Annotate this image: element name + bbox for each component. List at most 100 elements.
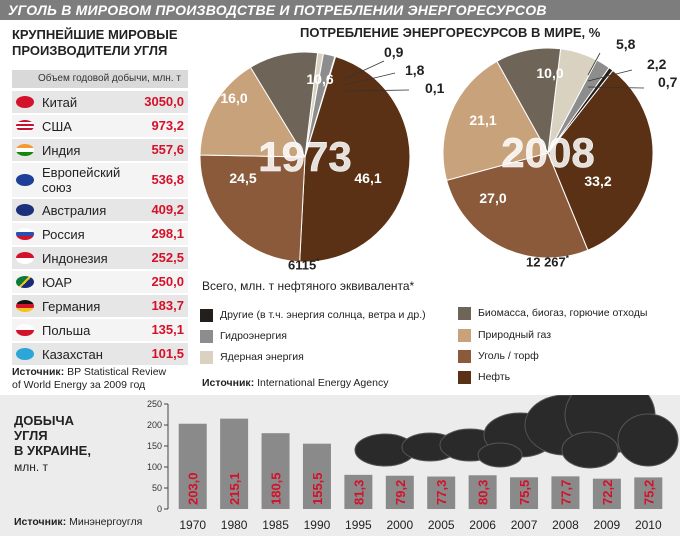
- consumption-source: Источник: International Energy Agency: [202, 377, 388, 390]
- x-tick-label: 2006: [469, 518, 496, 532]
- x-tick-label: 2008: [552, 518, 579, 532]
- bar-2010: [634, 477, 663, 509]
- pie-1973-leader-other: [344, 89, 410, 92]
- russia-flag-icon: [16, 228, 34, 240]
- pie-1973-label-hydro: 1,8: [405, 62, 425, 78]
- pie-1973-leader-nuclear: [344, 60, 385, 80]
- bar-value-label: 79,2: [393, 480, 408, 505]
- producers-source-text-line1: BP Statistical Review: [67, 366, 167, 378]
- producer-value: 298,1: [151, 226, 184, 241]
- pie-2008-year: 2008: [501, 129, 594, 176]
- pie-2008-label-gas: 21,1: [469, 112, 496, 128]
- x-tick-label: 1995: [345, 518, 372, 532]
- bar-value-label: 77,3: [434, 480, 449, 505]
- ukraine-source-text: Минэнергоугля: [69, 516, 143, 528]
- usa-flag-icon: [16, 120, 34, 132]
- producer-value: 135,1: [151, 322, 184, 337]
- producer-country: Австралия: [42, 203, 107, 218]
- pie-1973-label-oil: 46,1: [354, 170, 381, 186]
- ukraine-unit: млн. т: [14, 460, 49, 474]
- producers-source: Источник: BP Statistical Review of World…: [12, 366, 166, 392]
- legend-label: Другие (в т.ч. энергия солнца, ветра и д…: [220, 309, 426, 321]
- producer-country: Германия: [42, 299, 101, 314]
- legend-label: Гидроэнергия: [220, 330, 287, 342]
- china-flag-icon: [16, 96, 34, 108]
- producer-value: 409,2: [151, 202, 184, 217]
- pie-1973-total: 6115*: [288, 257, 319, 272]
- producer-value: 250,0: [151, 274, 184, 289]
- x-tick-label: 1980: [221, 518, 248, 532]
- y-tick-label: 0: [157, 504, 162, 514]
- header-banner: УГОЛЬ В МИРОВОМ ПРОИЗВОДСТВЕ И ПОТРЕБЛЕН…: [0, 0, 680, 20]
- bar-value-label: 77,7: [558, 480, 573, 505]
- legend-label: Биомасса, биогаз, горючие отходы: [478, 307, 648, 319]
- consumption-source-text: International Energy Agency: [257, 377, 389, 389]
- bar-1990: [302, 443, 331, 509]
- producer-row: Индия 557,6: [12, 139, 188, 161]
- producer-row: Китай 3050,0: [12, 91, 188, 113]
- producers-title: КРУПНЕЙШИЕ МИРОВЫЕ ПРОИЗВОДИТЕЛИ УГЛЯ: [12, 27, 178, 59]
- pie-2008-slice-gas: [442, 60, 549, 181]
- bar-value-label: 72,2: [600, 480, 615, 505]
- legend-swatch: [200, 351, 213, 364]
- bar-1985: [261, 433, 290, 509]
- producers-column-header-text: Объем годовой добычи, млн. т: [38, 73, 181, 84]
- producers-title-line2: ПРОИЗВОДИТЕЛИ УГЛЯ: [12, 43, 168, 58]
- australia-flag-icon: [16, 204, 34, 216]
- legend-swatch: [458, 350, 471, 363]
- bar-value-label: 215,1: [227, 472, 242, 505]
- indonesia-flag-icon: [16, 252, 34, 264]
- page-title: УГОЛЬ В МИРОВОМ ПРОИЗВОДСТВЕ И ПОТРЕБЛЕН…: [8, 2, 547, 18]
- legend-swatch: [200, 330, 213, 343]
- producer-row: Россия 298,1: [12, 223, 188, 245]
- x-tick-label: 2009: [594, 518, 621, 532]
- bar-2007: [510, 477, 539, 509]
- producer-value: 183,7: [151, 298, 184, 313]
- pie-1973-slice-gas: [199, 66, 306, 158]
- y-tick-label: 100: [147, 462, 162, 472]
- x-tick-label: 2007: [511, 518, 538, 532]
- producer-country: Индия: [42, 143, 81, 158]
- x-tick-label: 1970: [179, 518, 206, 532]
- pie-2008-label-oil: 33,2: [584, 173, 611, 189]
- bar-1970: [178, 423, 207, 509]
- producer-row: Индонезия 252,5: [12, 247, 188, 269]
- ukraine-source: Источник: Минэнергоугля: [14, 516, 142, 529]
- producer-country: Китай: [42, 95, 78, 110]
- producer-row: Европейский союз 536,8: [12, 163, 188, 197]
- pie-1973-total-value: 6115: [288, 257, 317, 273]
- pie-2008-total-value: 12 267: [526, 254, 566, 270]
- pie-2008-leader-nuclear: [587, 52, 601, 76]
- producer-value: 101,5: [151, 346, 184, 361]
- producer-value: 557,6: [151, 142, 184, 157]
- consumption-title: ПОТРЕБЛЕНИЕ ЭНЕРГОРЕСУРСОВ В МИРЕ, %: [300, 25, 601, 40]
- producer-country: США: [42, 119, 72, 134]
- pie-1973-slice-oil: [299, 55, 411, 263]
- pie-2008-slice-coal: [446, 152, 589, 259]
- y-tick-label: 250: [147, 399, 162, 409]
- ukraine-title-line3: В УКРАИНЕ,: [14, 443, 91, 458]
- producers-column-header: Объем годовой добычи, млн. т: [12, 70, 188, 88]
- legend-swatch: [458, 329, 471, 342]
- legend-swatch: [200, 309, 213, 322]
- pie-2008-leader-hydro: [587, 69, 633, 82]
- pie-1973-label-nuclear: 0,9: [384, 44, 404, 60]
- pie-1973-label-gas: 16,0: [220, 90, 247, 106]
- pie-1973-slice-coal: [199, 154, 306, 263]
- producer-row: США 973,2: [12, 115, 188, 137]
- y-tick-label: 50: [152, 483, 162, 493]
- producer-value: 252,5: [151, 250, 184, 265]
- producer-country: Казахстан: [42, 347, 103, 362]
- producer-row: Австралия 409,2: [12, 199, 188, 221]
- x-tick-label: 1985: [262, 518, 289, 532]
- eu-flag-icon: [16, 174, 34, 186]
- legend-swatch: [458, 371, 471, 384]
- bar-value-label: 81,3: [351, 480, 366, 505]
- pie-2008-slice-biomass: [496, 47, 562, 155]
- x-tick-label: 1990: [304, 518, 331, 532]
- producers-source-text-line2: of World Energy за 2009 год: [12, 379, 146, 391]
- bar-value-label: 80,3: [476, 480, 491, 505]
- pie-2008-label-coal: 27,0: [479, 190, 506, 206]
